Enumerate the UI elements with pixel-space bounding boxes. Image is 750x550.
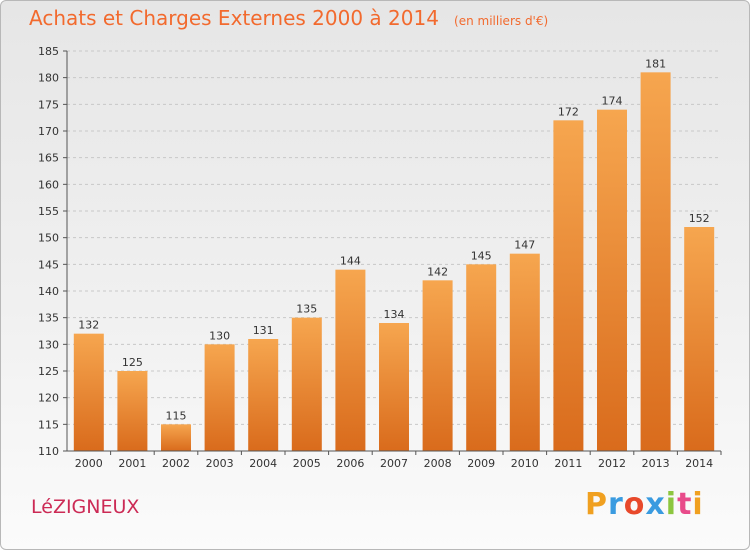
x-tick-label-2009: 2009 (467, 457, 495, 470)
y-axis: 110 115 120 125 130 135 140 145 150 155 160 165 170 1… (38, 45, 68, 458)
x-tick-label-2013: 2013 (642, 457, 670, 470)
bar-2004 (248, 339, 279, 451)
data-label-2000: 132 (78, 319, 99, 332)
data-label-2005: 135 (296, 303, 317, 316)
data-label-2011: 172 (558, 105, 579, 118)
x-tick-label-2014: 2014 (685, 457, 713, 470)
data-labels: 132 125 115 130 131 135 144 134 142 145 147 172 174 1… (78, 57, 709, 422)
data-label-2004: 131 (253, 324, 274, 337)
y-tick-label: 185 (38, 45, 59, 58)
y-tick-label: 140 (38, 285, 59, 298)
brand-letter: x (645, 487, 666, 522)
brand-letter: i (665, 487, 678, 522)
data-label-2006: 144 (340, 255, 361, 268)
y-tick-label: 150 (38, 232, 59, 245)
x-tick-label-2010: 2010 (511, 457, 539, 470)
bar-2005 (291, 317, 322, 451)
y-tick-label: 170 (38, 125, 59, 138)
data-label-2003: 130 (209, 329, 230, 342)
x-tick-label-2007: 2007 (380, 457, 408, 470)
y-tick-label: 145 (38, 258, 59, 271)
bar-2006 (335, 269, 366, 451)
chart-title: Achats et Charges Externes 2000 à 2014 (… (29, 6, 548, 30)
bar-2007 (379, 323, 409, 451)
place-name: LéZIGNEUX (31, 496, 140, 518)
bars (73, 72, 715, 452)
bar-2014 (684, 227, 715, 451)
x-tick-label-2000: 2000 (75, 457, 103, 470)
brand-letter: t (677, 487, 693, 522)
x-tick-label-2001: 2001 (118, 457, 146, 470)
proxiti-logo: Proxiti (585, 487, 704, 522)
x-tick-label-2004: 2004 (249, 457, 277, 470)
bar-2001 (117, 371, 148, 451)
x-tick-label-2012: 2012 (598, 457, 626, 470)
bar-2002 (161, 424, 191, 451)
x-tick-label-2005: 2005 (293, 457, 321, 470)
y-tick-label: 180 (38, 72, 59, 85)
bar-2012 (597, 109, 627, 452)
data-label-2008: 142 (427, 265, 448, 278)
data-label-2012: 174 (602, 95, 623, 108)
brand-letter: i (692, 487, 704, 522)
bar-2003 (204, 344, 235, 451)
data-label-2014: 152 (689, 212, 710, 225)
chart-title-main: Achats et Charges Externes 2000 à 2014 (29, 6, 439, 30)
x-tick-label-2011: 2011 (554, 457, 582, 470)
brand-letter: o (623, 487, 646, 522)
bar-2009 (466, 264, 497, 451)
bar-2000 (73, 333, 104, 451)
y-tick-label: 160 (38, 178, 59, 191)
y-tick-label: 155 (38, 205, 59, 218)
x-tick-label-2008: 2008 (424, 457, 452, 470)
x-axis: 2000 2001 2002 2003 2004 2005 2006 2007 2008 2009… (67, 450, 722, 470)
data-label-2013: 181 (645, 57, 666, 70)
data-label-2002: 115 (166, 409, 187, 422)
y-tick-label: 125 (38, 365, 59, 378)
y-tick-label: 165 (38, 152, 59, 165)
y-tick-label: 175 (38, 98, 59, 111)
x-tick-label-2006: 2006 (336, 457, 364, 470)
brand-letter: r (608, 487, 624, 522)
bar-2011 (553, 120, 584, 451)
data-label-2001: 125 (122, 356, 143, 369)
chart-unit: (en milliers d'€) (454, 14, 549, 28)
data-label-2010: 147 (514, 239, 535, 252)
y-tick-label: 130 (38, 338, 59, 351)
data-label-2009: 145 (471, 249, 492, 262)
data-label-2007: 134 (384, 308, 405, 321)
x-tick-label-2003: 2003 (206, 457, 234, 470)
x-tick-label-2002: 2002 (162, 457, 190, 470)
bar-2010 (509, 253, 540, 451)
brand-letter: P (585, 487, 608, 522)
bar-2008 (422, 280, 453, 451)
y-tick-label: 120 (38, 392, 59, 405)
y-tick-label: 135 (38, 312, 59, 325)
bar-2013 (640, 72, 671, 451)
y-tick-label: 110 (38, 445, 59, 458)
y-tick-label: 115 (38, 418, 59, 431)
